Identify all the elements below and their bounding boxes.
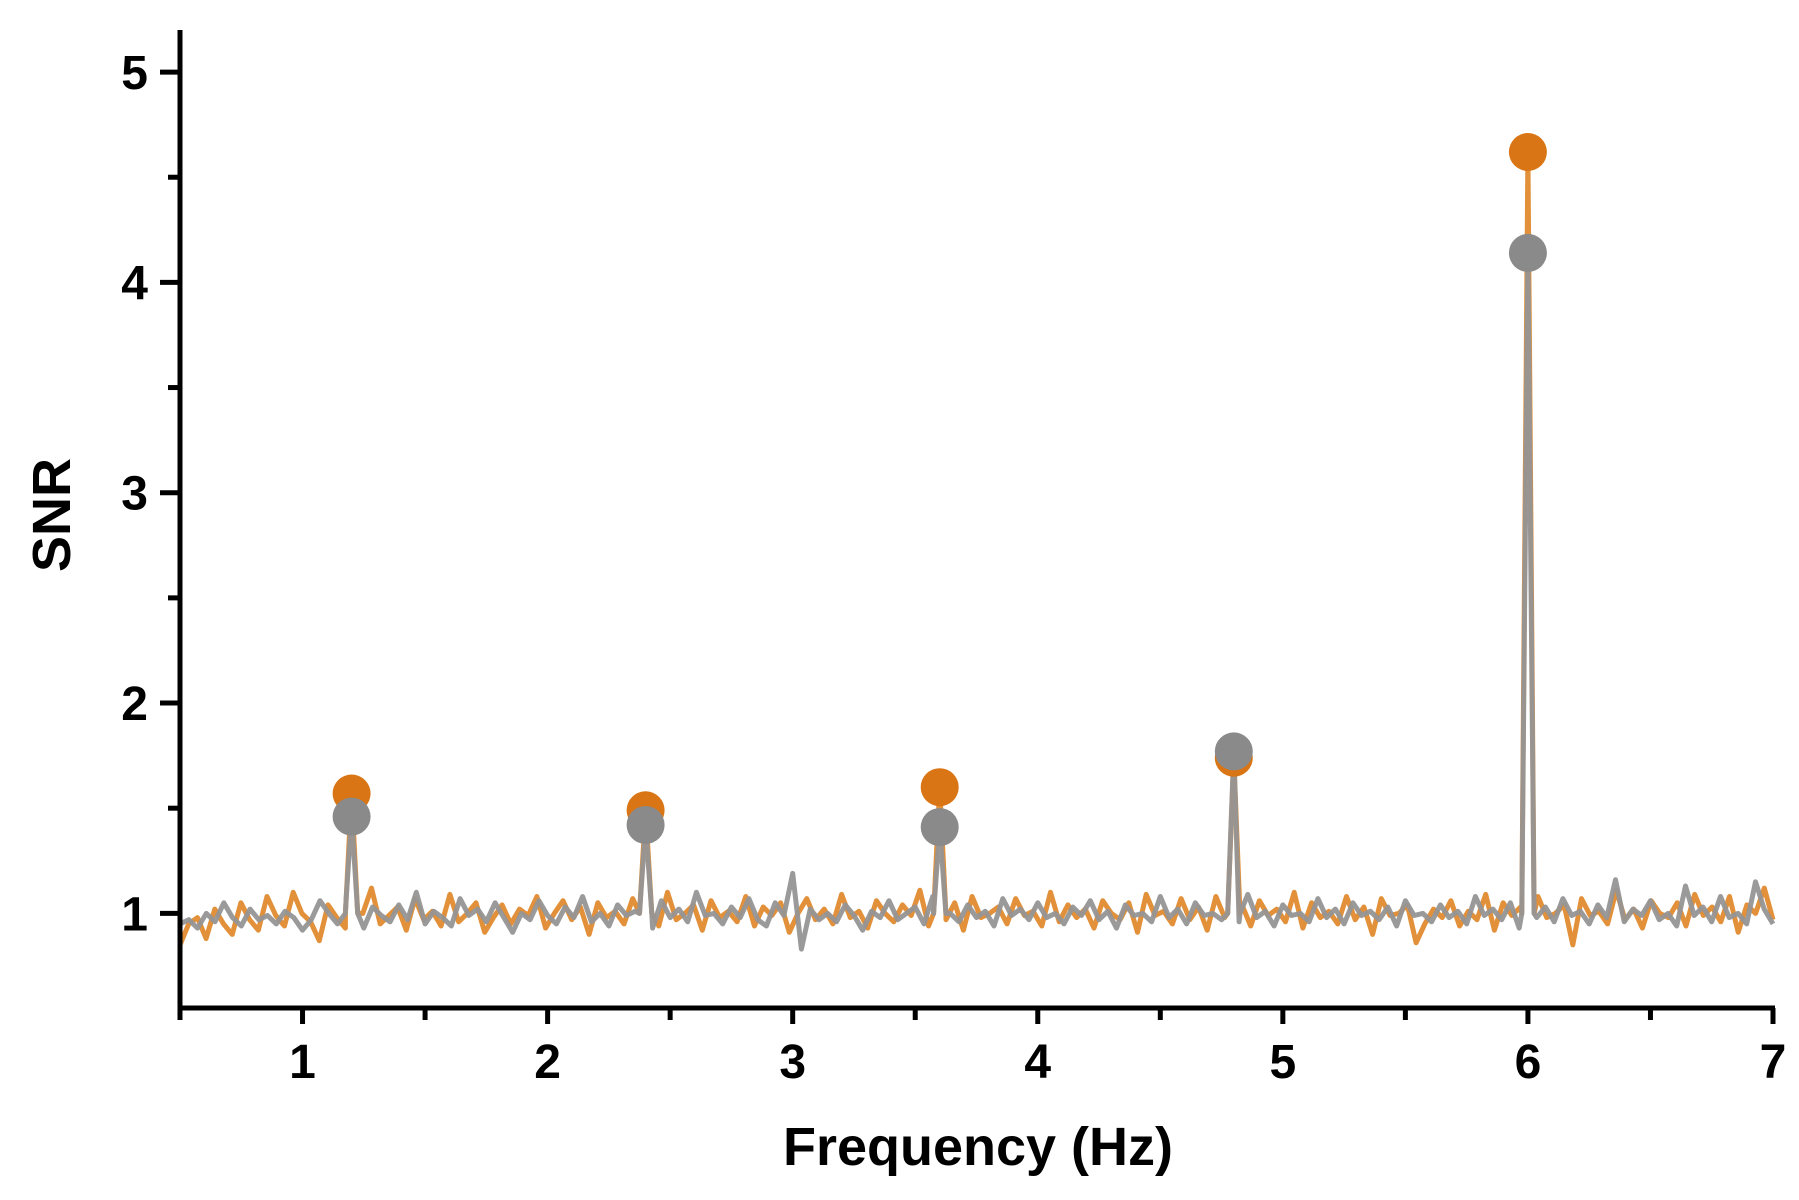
series-layer [177, 133, 1776, 952]
axes-layer: 1 2 3 4 5 6 7 1 2 3 4 5 [121, 30, 1786, 1089]
x-tick-label: 1 [289, 1036, 316, 1089]
x-tick-label: 4 [1024, 1036, 1051, 1089]
x-tick-label: 2 [534, 1036, 561, 1089]
series-line-2 [178, 250, 1776, 952]
x-tick-label: 5 [1269, 1036, 1296, 1089]
y-axis-title: SNR [22, 458, 82, 572]
x-axis-title: Frequency (Hz) [783, 1117, 1173, 1177]
peak-point-2-5 [1508, 233, 1547, 272]
y-tick-label: 3 [121, 468, 148, 521]
y-tick-label: 4 [121, 257, 148, 310]
peak-point-1-5 [1508, 133, 1547, 171]
x-tick-label: 3 [779, 1036, 806, 1089]
y-tick-label: 2 [121, 678, 148, 731]
peak-point-1-3 [920, 768, 959, 807]
peak-point-2-2 [626, 806, 665, 844]
series-line-1 [177, 149, 1776, 948]
x-tick-label: 6 [1515, 1036, 1542, 1089]
peak-point-2-4 [1214, 732, 1253, 771]
y-tick-label: 1 [121, 888, 148, 941]
x-tick-label: 7 [1760, 1036, 1787, 1089]
y-tick-label: 5 [121, 47, 148, 100]
peak-point-2-3 [920, 808, 959, 847]
peak-point-2-1 [332, 797, 371, 836]
